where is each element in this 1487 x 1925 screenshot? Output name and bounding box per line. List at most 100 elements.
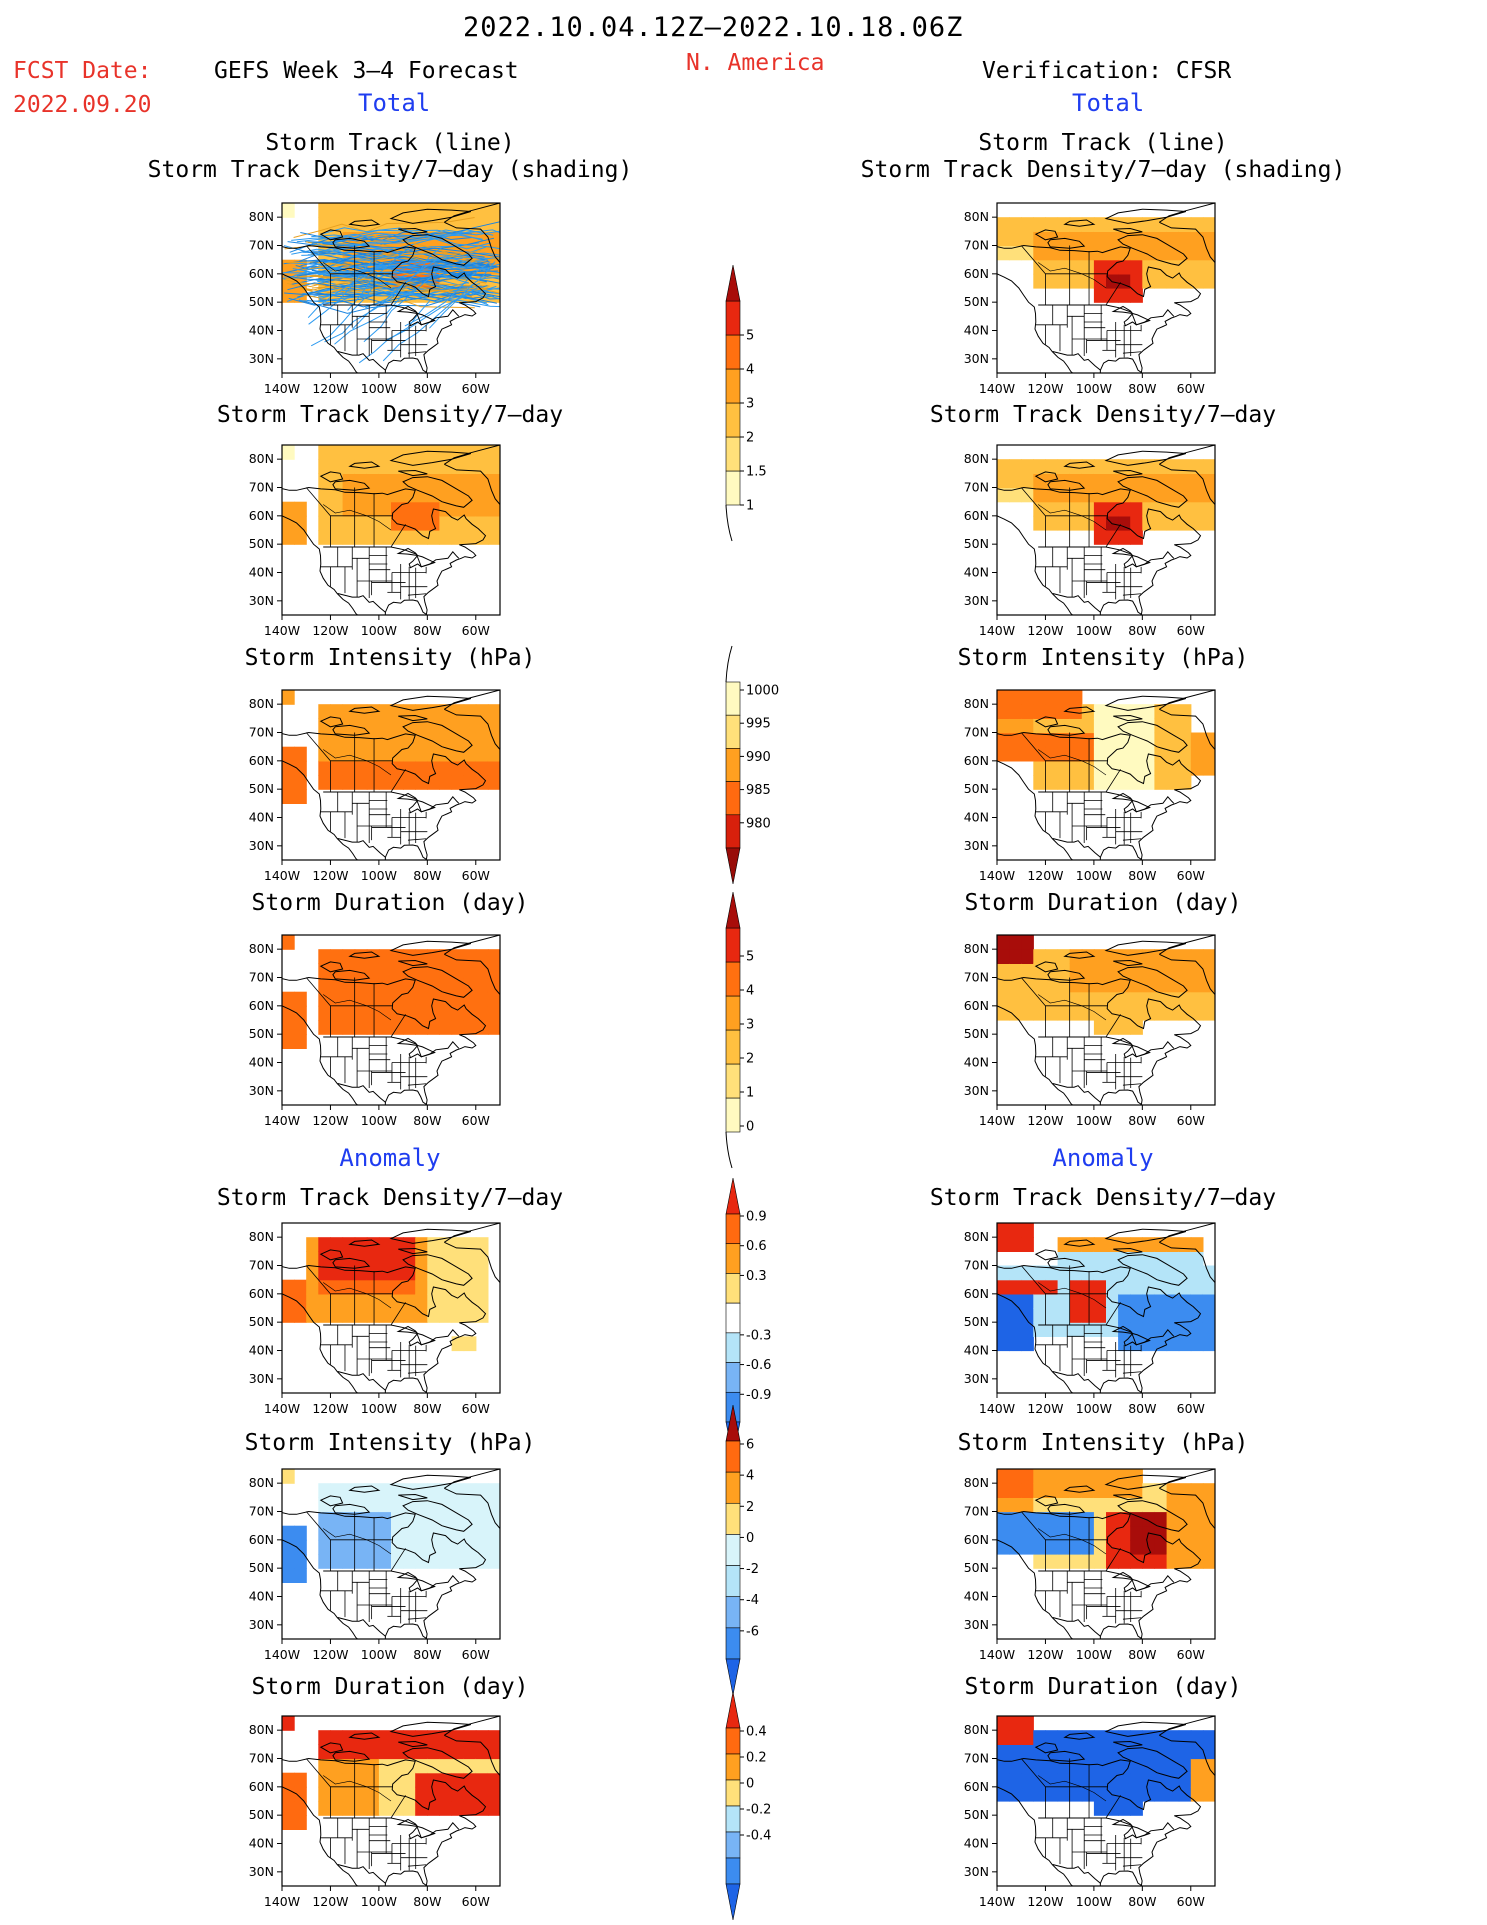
grid-cell <box>366 1744 380 1760</box>
grid-cell <box>378 963 392 979</box>
grid-cell <box>415 991 428 1007</box>
grid-cell <box>439 1005 453 1021</box>
grid-cell <box>475 1279 489 1295</box>
grid-cell <box>1130 273 1143 289</box>
arctic-island <box>348 461 381 469</box>
grid-cell <box>1202 760 1215 776</box>
grid-cell <box>415 1786 428 1802</box>
grid-cell <box>475 1730 489 1745</box>
grid-cell <box>294 288 307 303</box>
grid-cell <box>1033 760 1046 776</box>
grid-cell <box>1093 732 1107 748</box>
grid-cell <box>403 1020 416 1035</box>
grid-cell <box>1178 1336 1192 1352</box>
colorbar-tail <box>725 504 733 542</box>
grid-cell <box>1057 1758 1071 1774</box>
grid-cell <box>378 445 392 460</box>
total-label-right: Total <box>1072 89 1145 117</box>
grid-cell <box>282 1554 295 1569</box>
grid-cell <box>415 977 428 993</box>
grid-cell <box>1009 690 1022 705</box>
grid-cell <box>1202 487 1215 503</box>
map-frame <box>281 689 501 861</box>
grid-cell <box>451 515 465 531</box>
grid-cell <box>487 1554 500 1569</box>
grid-cell <box>427 718 440 734</box>
grid-cell <box>378 1525 392 1541</box>
grid-cell <box>475 1020 489 1035</box>
lat-tick-label: 80N <box>249 1722 274 1737</box>
grid-cell <box>1093 963 1107 979</box>
grid-cell <box>403 1554 416 1569</box>
title-track-line-right: Storm Track (line) <box>978 130 1228 156</box>
grid-cell <box>282 1716 295 1731</box>
grid-cell <box>1166 1744 1180 1760</box>
grid-cell <box>1069 977 1083 993</box>
grid-cell <box>415 217 428 232</box>
grid-cell <box>1154 1293 1168 1309</box>
lat-tick-label: 30N <box>964 1864 989 1879</box>
grid-cell <box>378 732 392 748</box>
great-lakes <box>396 1037 436 1059</box>
arctic-island <box>402 1747 473 1779</box>
state-lines <box>305 487 428 600</box>
map-frame <box>281 202 501 374</box>
grid-cell <box>487 1525 500 1541</box>
grid-cell <box>475 1293 489 1309</box>
grid-cell <box>415 1483 428 1498</box>
grid-cell <box>342 1539 356 1555</box>
lat-tick-label: 30N <box>249 1083 274 1098</box>
grid-cell <box>354 515 368 531</box>
grid-cell <box>439 1539 453 1555</box>
grid-cell <box>1057 991 1071 1007</box>
grid-cell <box>1190 1336 1204 1352</box>
grid-cell <box>1093 1237 1107 1252</box>
river <box>323 504 392 531</box>
arctic-island <box>1063 1239 1096 1247</box>
lon-tick-label: 120W <box>1027 1647 1063 1662</box>
lat-tick-label: 80N <box>249 696 274 711</box>
arctic-island <box>332 1257 371 1269</box>
grid-cell <box>294 760 307 776</box>
map-outline <box>282 203 500 373</box>
lat-tick-label: 60N <box>964 1286 989 1301</box>
grid-cell <box>1154 991 1168 1007</box>
grid-cell <box>427 445 440 460</box>
grid-cell <box>1190 1772 1204 1788</box>
grid-cell <box>1118 1786 1131 1802</box>
lat-tick-label: 70N <box>964 480 989 495</box>
colorbar-label: -0.2 <box>746 1803 771 1818</box>
grid-cell <box>1081 732 1095 748</box>
grid-cell <box>318 530 331 545</box>
grid-cell <box>403 1758 416 1774</box>
arctic-island <box>348 951 381 959</box>
grid-cell <box>415 760 428 776</box>
grid-cell <box>294 1539 307 1555</box>
arctic-island <box>402 966 473 998</box>
state-border <box>407 838 427 841</box>
grid-cell <box>354 203 368 218</box>
arctic-island <box>398 1493 428 1501</box>
colorbar-box <box>725 1097 741 1133</box>
grid-cell <box>1154 760 1168 776</box>
lat-tick-label: 70N <box>964 970 989 985</box>
grid-cell <box>1202 963 1215 979</box>
grid-cell <box>1178 217 1192 232</box>
province-border <box>390 1014 406 1038</box>
grid-cell <box>439 704 453 719</box>
grid-cell <box>997 231 1010 247</box>
grid-cell <box>1021 1469 1034 1484</box>
grid-cell <box>1178 1744 1192 1760</box>
grid-cell <box>1142 1744 1155 1760</box>
grid-cell <box>1106 732 1119 748</box>
grid-cell <box>1154 1483 1168 1498</box>
province-border <box>1020 977 1046 1007</box>
grid-cell <box>330 949 344 964</box>
grid-cell <box>475 718 489 734</box>
grid-cell <box>463 1483 477 1498</box>
grid-cell <box>1190 1237 1204 1252</box>
grid-cell <box>1093 704 1107 719</box>
arctic-island <box>1117 234 1188 266</box>
grid-cell <box>1093 949 1107 964</box>
